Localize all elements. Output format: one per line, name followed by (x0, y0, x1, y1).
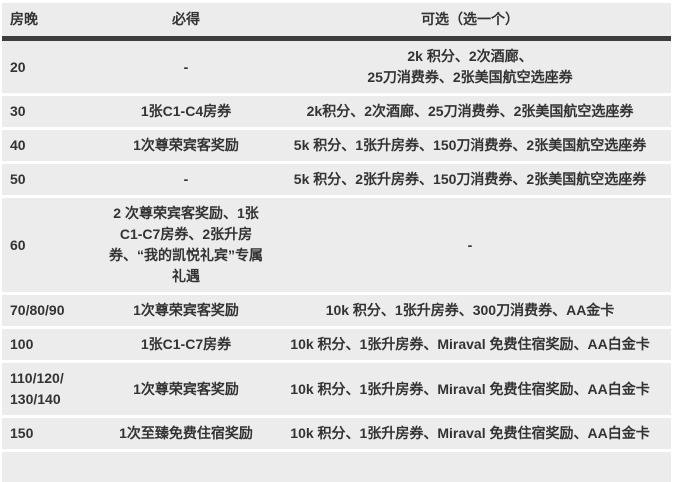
table-row: 50 - 5k 积分、2张升房券、150刀消费券、2张美国航空选座券 (2, 163, 671, 197)
cell-nights: 40 (2, 129, 103, 163)
cell-nights: 100 (2, 328, 103, 362)
cell-required (103, 451, 269, 482)
cell-nights: 110/120/ 130/140 (2, 362, 103, 417)
cell-required: 1次至臻免费住宿奖励 (103, 417, 269, 451)
partial-clipped-row (2, 451, 671, 482)
cell-nights: 150 (2, 417, 103, 451)
rewards-table-container: 房晚 必得 可选（选一个） 20 - 2k 积分、2次酒廊、 25刀消费券、2张… (2, 3, 671, 482)
header-nights: 房晚 (2, 3, 103, 39)
table-row: 60 2 次尊荣宾客奖励、1张 C1-C7房券、2张升房 券、“我的凯悦礼宾”专… (2, 197, 671, 294)
cell-optional: 10k 积分、1张升房券、Miraval 免费住宿奖励、AA白金卡 (269, 328, 671, 362)
cell-nights: 30 (2, 95, 103, 129)
cell-nights (2, 451, 103, 482)
rewards-table: 房晚 必得 可选（选一个） 20 - 2k 积分、2次酒廊、 25刀消费券、2张… (2, 3, 671, 482)
cell-optional: 10k 积分、1张升房券、Miraval 免费住宿奖励、AA白金卡 (269, 417, 671, 451)
table-row: 150 1次至臻免费住宿奖励 10k 积分、1张升房券、Miraval 免费住宿… (2, 417, 671, 451)
cell-optional: 10k 积分、1张升房券、300刀消费券、AA金卡 (269, 294, 671, 328)
table-row: 40 1次尊荣宾客奖励 5k 积分、1张升房券、150刀消费券、2张美国航空选座… (2, 129, 671, 163)
cell-nights: 50 (2, 163, 103, 197)
cell-optional (269, 451, 671, 482)
cell-required: 2 次尊荣宾客奖励、1张 C1-C7房券、2张升房 券、“我的凯悦礼宾”专属 礼… (103, 197, 269, 294)
table-row: 20 - 2k 积分、2次酒廊、 25刀消费券、2张美国航空选座券 (2, 39, 671, 95)
header-optional: 可选（选一个） (269, 3, 671, 39)
cell-optional: 2k积分、2次酒廊、25刀消费券、2张美国航空选座券 (269, 95, 671, 129)
table-row: 100 1张C1-C7房券 10k 积分、1张升房券、Miraval 免费住宿奖… (2, 328, 671, 362)
cell-required: 1次尊荣宾客奖励 (103, 362, 269, 417)
cell-required: 1次尊荣宾客奖励 (103, 294, 269, 328)
header-row: 房晚 必得 可选（选一个） (2, 3, 671, 39)
cell-required: - (103, 163, 269, 197)
cell-required: - (103, 39, 269, 95)
cell-required: 1张C1-C4房券 (103, 95, 269, 129)
cell-nights: 20 (2, 39, 103, 95)
cell-nights: 70/80/90 (2, 294, 103, 328)
cell-optional: - (269, 197, 671, 294)
table-row: 110/120/ 130/140 1次尊荣宾客奖励 10k 积分、1张升房券、M… (2, 362, 671, 417)
cell-optional: 5k 积分、2张升房券、150刀消费券、2张美国航空选座券 (269, 163, 671, 197)
table-row: 30 1张C1-C4房券 2k积分、2次酒廊、25刀消费券、2张美国航空选座券 (2, 95, 671, 129)
cell-nights: 60 (2, 197, 103, 294)
header-required: 必得 (103, 3, 269, 39)
cell-optional: 5k 积分、1张升房券、150刀消费券、2张美国航空选座券 (269, 129, 671, 163)
cell-optional: 10k 积分、1张升房券、Miraval 免费住宿奖励、AA白金卡 (269, 362, 671, 417)
cell-optional: 2k 积分、2次酒廊、 25刀消费券、2张美国航空选座券 (269, 39, 671, 95)
cell-required: 1次尊荣宾客奖励 (103, 129, 269, 163)
table-row: 70/80/90 1次尊荣宾客奖励 10k 积分、1张升房券、300刀消费券、A… (2, 294, 671, 328)
cell-required: 1张C1-C7房券 (103, 328, 269, 362)
